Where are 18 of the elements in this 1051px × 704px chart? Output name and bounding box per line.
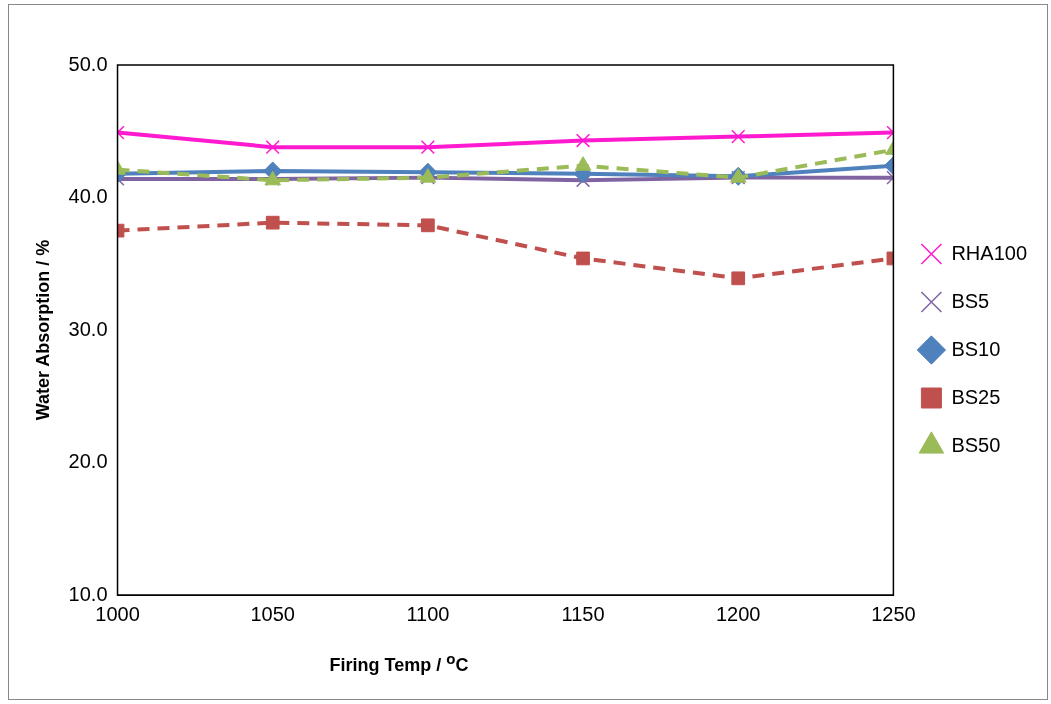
x-tick-label: 1000 xyxy=(95,602,140,625)
x-tick-label: 1200 xyxy=(715,602,761,625)
y-tick-label: 10.0 xyxy=(68,582,108,605)
y-axis-title: Water Absorption / % xyxy=(32,239,53,421)
legend-label: BS5 xyxy=(951,289,990,312)
x-axis-title: Firing Temp / $^{o}$C xyxy=(328,650,470,676)
y-tick-label: 40.0 xyxy=(68,185,108,208)
x-tick-label: 1050 xyxy=(250,602,295,625)
legend-label: BS10 xyxy=(951,337,1001,360)
x-tick-label: 1150 xyxy=(561,602,605,625)
x-tick-label: 1250 xyxy=(871,602,916,625)
y-tick-label: 30.0 xyxy=(68,317,108,340)
x-tick-label: 1100 xyxy=(406,602,450,625)
y-tick-label: 20.0 xyxy=(68,450,108,473)
legend-label: RHA100 xyxy=(951,241,1028,264)
legend-label: BS50 xyxy=(951,433,1001,456)
y-tick-label: 50.0 xyxy=(68,52,108,75)
legend-label: BS25 xyxy=(951,385,1001,408)
